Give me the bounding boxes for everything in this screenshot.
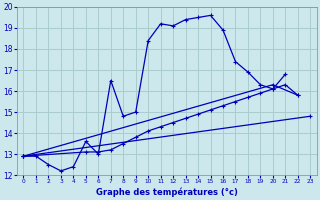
X-axis label: Graphe des températures (°c): Graphe des températures (°c)	[96, 187, 238, 197]
